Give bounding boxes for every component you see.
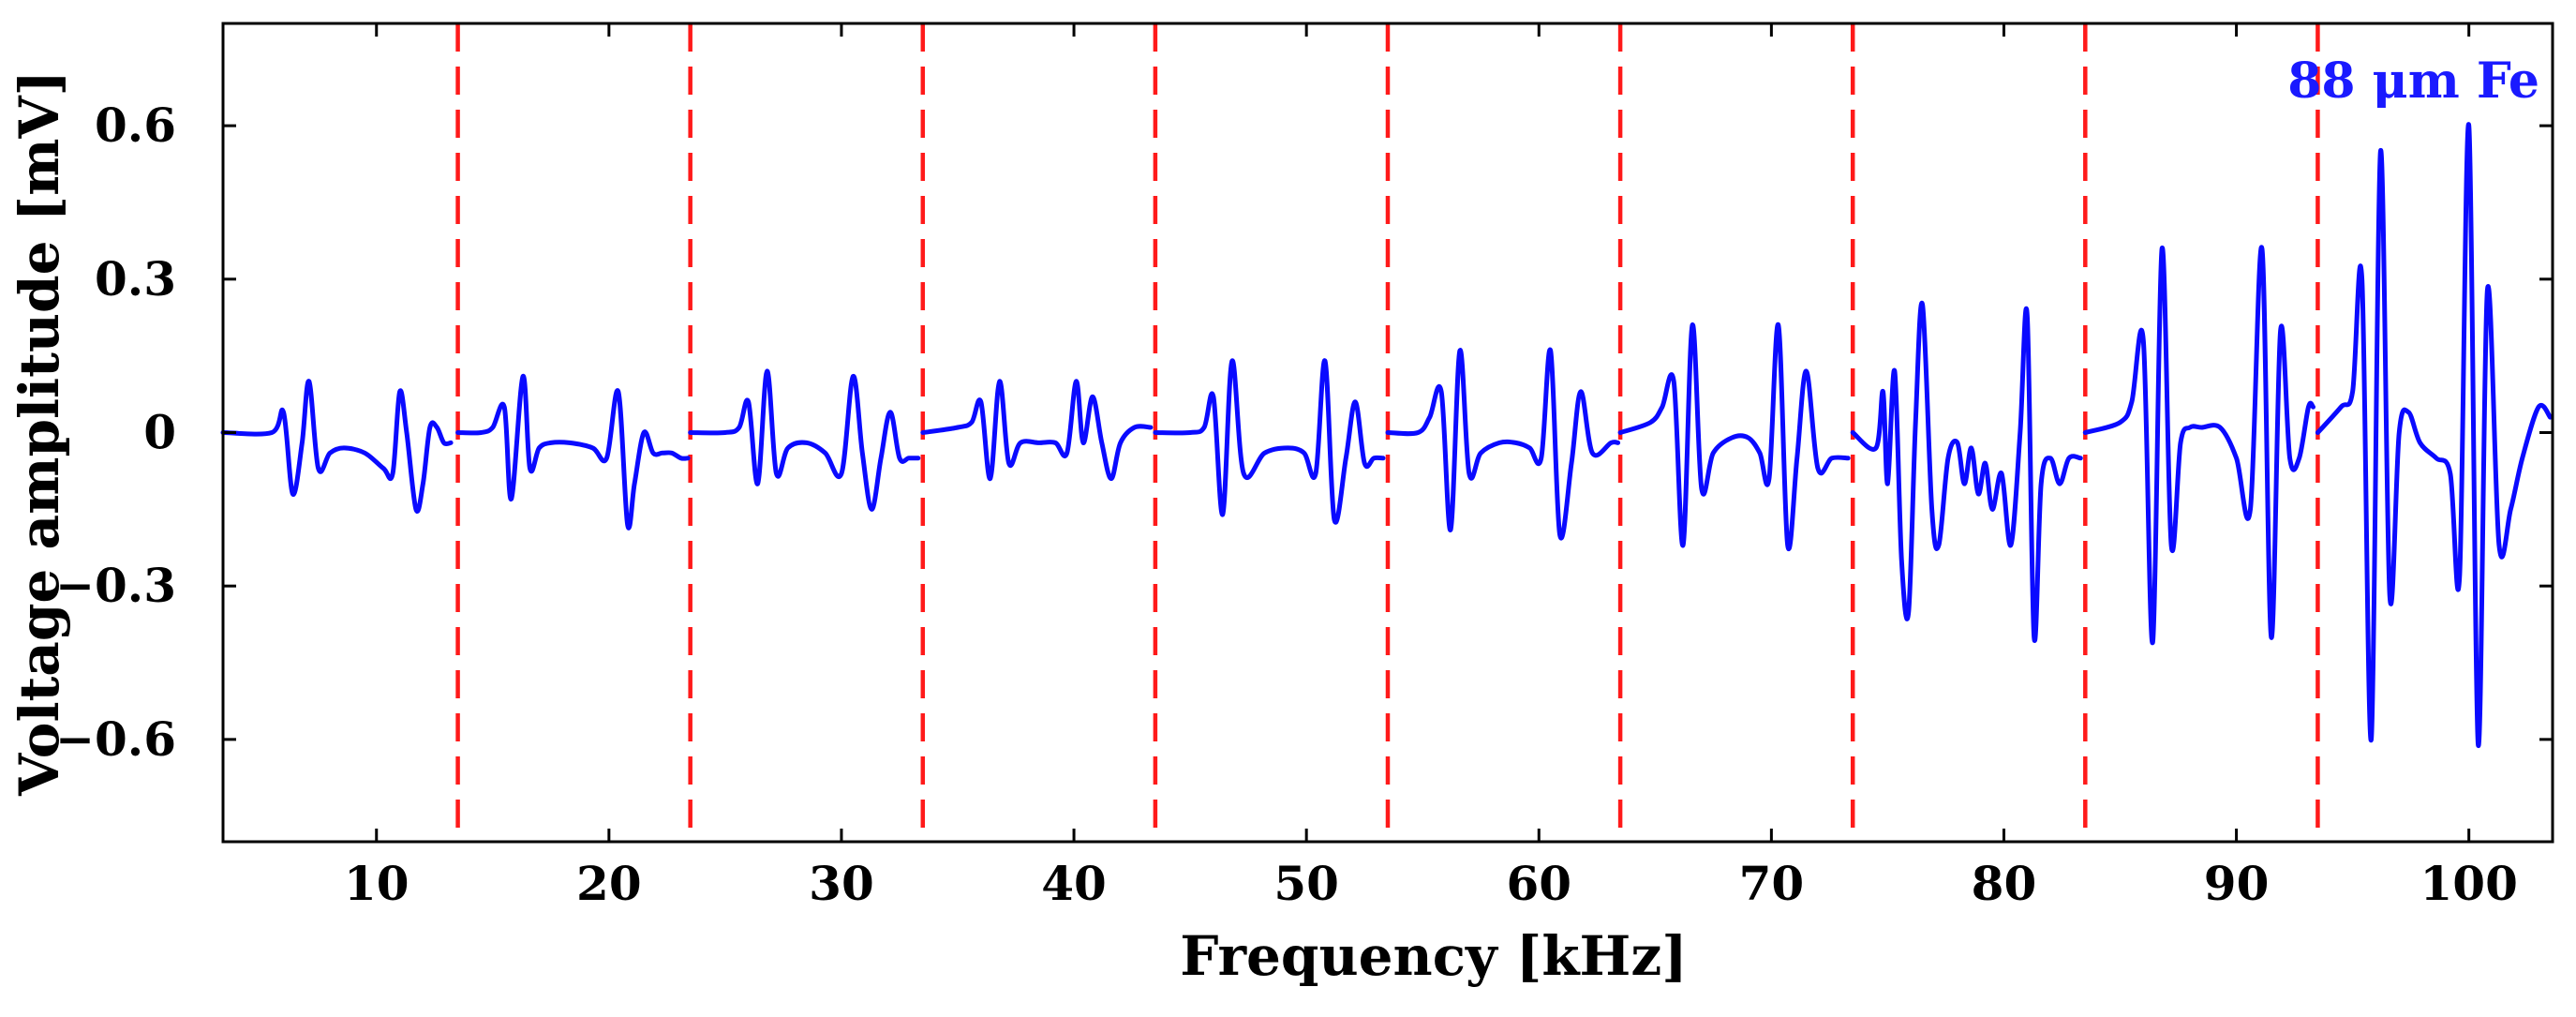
series-segment-5: [1155, 361, 1383, 523]
series-segment-6: [1388, 350, 1618, 538]
series-segment-10: [2317, 125, 2550, 746]
y-tick-label: 0: [143, 405, 176, 460]
series-annotation: 88 μm Fe: [2287, 52, 2539, 110]
y-axis-title: Voltage amplitude [mV]: [7, 70, 71, 797]
series-segment-1: [223, 381, 451, 512]
series-segment-8: [1853, 303, 2080, 640]
y-tick-label: 0.3: [95, 251, 176, 307]
x-tick-label: 70: [1739, 856, 1805, 911]
x-tick-label: 10: [344, 856, 409, 911]
x-tick-label: 60: [1506, 856, 1571, 911]
x-axis-title: Frequency [kHz]: [1180, 924, 1687, 988]
series-segment-9: [2085, 247, 2313, 643]
x-tick-label: 50: [1273, 856, 1339, 911]
series-segment-4: [923, 381, 1151, 479]
voltage-frequency-chart: 10 20 30 40 50 60 70 80 90 100 0.6 0.3 0 −0.3 −0.6 Fr…: [0, 0, 2576, 1012]
x-tick-label: 40: [1041, 856, 1107, 911]
x-tick-label: 100: [2420, 856, 2517, 911]
series-segment-2: [458, 376, 689, 528]
x-axis-ticks: 10 20 30 40 50 60 70 80 90 100: [344, 23, 2518, 911]
series-segment-7: [1620, 324, 1848, 548]
y-tick-label: −0.3: [55, 558, 176, 613]
chart-container: 10 20 30 40 50 60 70 80 90 100 0.6 0.3 0 −0.3 −0.6 Fr…: [0, 0, 2576, 1012]
y-tick-label: 0.6: [95, 97, 176, 153]
x-tick-label: 90: [2204, 856, 2270, 911]
x-tick-label: 30: [809, 856, 874, 911]
x-tick-label: 20: [576, 856, 642, 911]
series-segment-3: [691, 371, 918, 509]
x-tick-label: 80: [1972, 856, 2037, 911]
y-tick-label: −0.6: [55, 711, 176, 767]
